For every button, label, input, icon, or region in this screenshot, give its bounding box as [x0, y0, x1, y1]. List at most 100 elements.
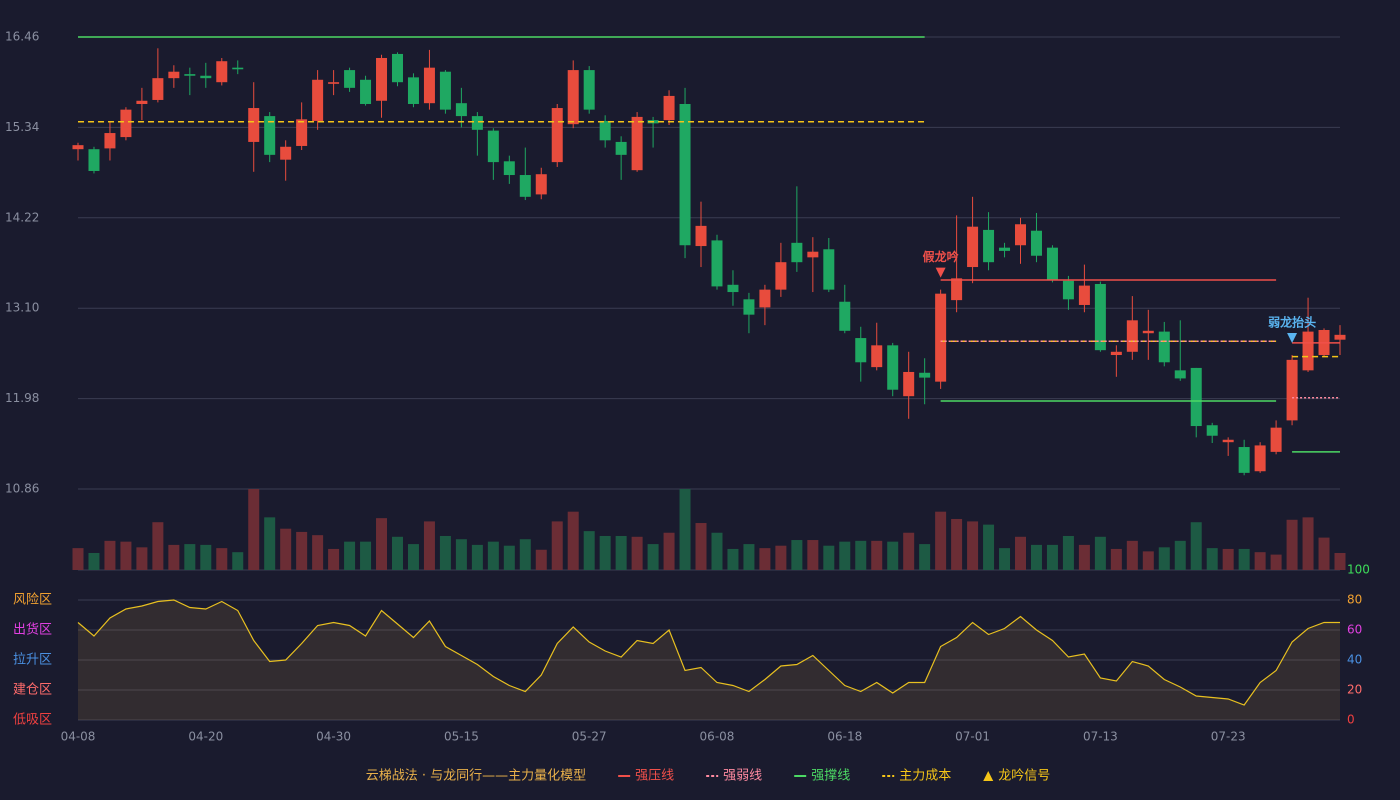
legend-label: 主力成本: [899, 769, 951, 784]
candle-body: [567, 70, 579, 125]
volume-bar: [120, 541, 132, 570]
candle-body: [1270, 427, 1282, 452]
candle-body: [152, 78, 164, 100]
y-tick-label: 16.46: [5, 30, 39, 44]
candle-body: [1286, 359, 1298, 421]
candle-body: [455, 103, 467, 117]
legend: 云梯战法 · 与龙同行——主力量化模型 强压线 强弱线 强撑线 主力成本 龙吟信号: [366, 768, 1050, 784]
volume-bar: [1190, 522, 1202, 570]
volume-bar: [743, 544, 755, 570]
candle-body: [999, 247, 1011, 251]
volume-bar: [871, 540, 883, 570]
candle-body: [280, 146, 292, 160]
candle-body: [1238, 447, 1250, 473]
y-tick-label: 14.22: [5, 210, 39, 224]
candle-body: [823, 249, 835, 290]
legend-label: 强撑线: [811, 769, 850, 784]
candle-body: [743, 299, 755, 315]
volume-bar: [296, 531, 308, 570]
volume-bar: [951, 518, 963, 570]
x-tick-label: 07-01: [955, 730, 990, 744]
volume-bar: [344, 541, 356, 570]
candle-body: [631, 116, 643, 171]
candle-body: [935, 293, 947, 382]
candle-body: [407, 77, 419, 104]
volume-bar: [487, 541, 499, 570]
volume-bar: [455, 539, 467, 570]
volume-bar: [1015, 536, 1027, 570]
candle-body: [1174, 370, 1186, 379]
candle-body: [951, 278, 963, 301]
volume-bar: [503, 545, 515, 570]
candle-body: [903, 371, 915, 397]
candle-body: [1254, 445, 1266, 472]
osc-tick-label: 40: [1347, 653, 1362, 667]
x-tick-label: 04-08: [61, 730, 96, 744]
candle-body: [423, 67, 435, 104]
candle-body: [248, 108, 260, 142]
volume-bar: [583, 531, 595, 570]
volume-bar: [695, 523, 707, 570]
legend-label: 强弱线: [723, 769, 762, 784]
candle-body: [599, 120, 611, 141]
volume-bar: [567, 511, 579, 570]
volume-bar: [983, 524, 995, 570]
volume-bar: [823, 545, 835, 570]
legend-swatch: [983, 771, 994, 781]
volume-bar: [663, 532, 675, 570]
candle-body: [184, 74, 196, 76]
candle-body: [519, 175, 531, 197]
legend-label: 强压线: [635, 769, 674, 784]
volume-bar: [1158, 547, 1170, 570]
candle-body: [1030, 230, 1042, 256]
candle-body: [695, 225, 707, 247]
y-tick-label: 10.86: [5, 482, 39, 496]
volume-bar: [887, 541, 899, 570]
candle-body: [759, 289, 771, 308]
candle-body: [1046, 247, 1058, 280]
volume-bar: [264, 517, 276, 570]
candle-body: [344, 70, 356, 88]
candle-body: [1302, 331, 1314, 371]
zone-label: 拉升区: [13, 653, 52, 668]
volume-bar: [679, 489, 691, 570]
volume-bar: [184, 544, 196, 570]
legend-title: 云梯战法 · 与龙同行——主力量化模型: [366, 769, 586, 784]
volume-bar: [631, 536, 643, 570]
candle-body: [439, 71, 451, 110]
osc-line: [77, 599, 1340, 706]
candle-body: [535, 174, 547, 195]
volume-bar: [1286, 519, 1298, 570]
candle-body: [1110, 351, 1122, 356]
y-tick-label: 11.98: [5, 391, 39, 405]
volume-bar: [1126, 540, 1138, 570]
candle-body: [232, 67, 244, 70]
candle-body: [1158, 331, 1170, 363]
volume-bar: [312, 535, 324, 570]
volume-bar: [615, 535, 627, 570]
osc-tick-label: 60: [1347, 623, 1362, 637]
candle-body: [615, 141, 627, 155]
volume-bar: [423, 521, 435, 570]
candle-body: [887, 345, 899, 390]
volume-bar: [232, 552, 244, 570]
volume-bar: [248, 489, 260, 570]
candle-body: [663, 95, 675, 121]
zone-label: 出货区: [13, 622, 52, 638]
candle-body: [72, 145, 84, 150]
volume-bar: [104, 540, 116, 570]
x-tick-label: 06-18: [827, 730, 862, 744]
candle-body: [391, 53, 403, 83]
candle-body: [711, 240, 723, 287]
osc-tick-label: 80: [1347, 593, 1362, 607]
volume-bar: [328, 548, 340, 570]
volume-bar: [759, 548, 771, 570]
candle-body: [376, 57, 388, 101]
x-tick-label: 04-20: [188, 730, 223, 744]
volume-bar: [711, 532, 723, 570]
zone-label: 低吸区: [13, 713, 52, 728]
volume-bar: [168, 544, 180, 570]
